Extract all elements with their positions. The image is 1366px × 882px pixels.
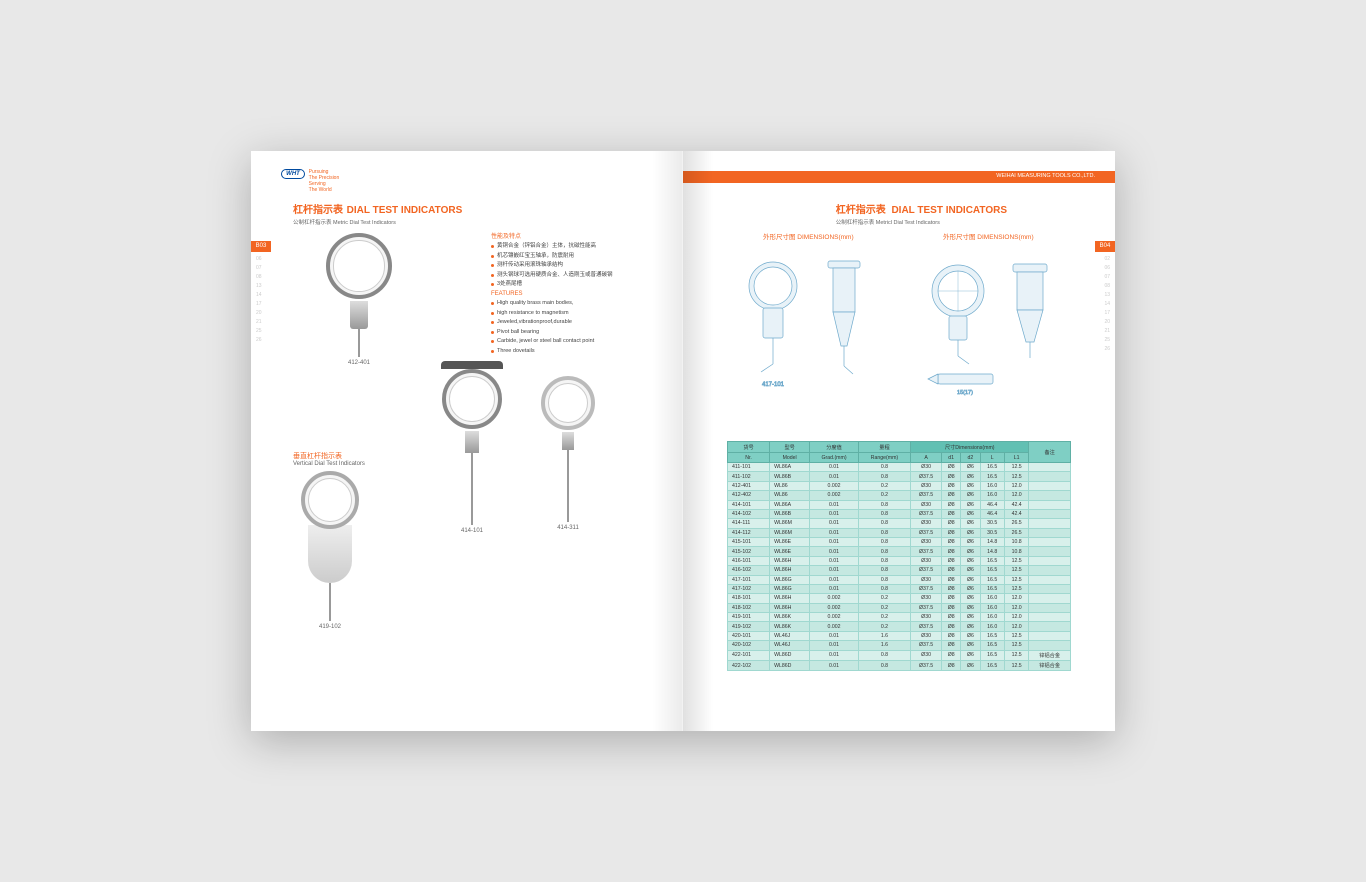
product-419-102: 419-102 (301, 471, 359, 630)
table-row: 414-101WL86A0.010.8Ø30Ø8Ø646.442.4 (728, 500, 1071, 509)
catalog-spread: WHT Pursuing The Precision Serving The W… (251, 151, 1115, 731)
table-row: 420-101WL46J0.011.6Ø30Ø8Ø616.512.5 (728, 631, 1071, 640)
table-row: 412-401WL860.0020.2Ø30Ø8Ø616.012.0 (728, 481, 1071, 490)
left-title: 杠杆指示表 DIAL TEST INDICATORS 公制杠杆指示表 Metri… (293, 201, 462, 226)
feature-item: 机芯镶嵌红宝玉轴承，防震耐用 (491, 253, 666, 260)
feature-item: Three dovetails (491, 348, 666, 355)
title-en: DIAL TEST INDICATORS (347, 205, 463, 216)
product-414-311: 414-311 (541, 376, 595, 531)
product-label: 414-311 (541, 525, 595, 531)
table-row: 422-101WL86D0.010.8Ø30Ø8Ø616.512.5锌铝合金 (728, 650, 1071, 660)
right-title: 杠杆指示表 DIAL TEST INDICATORS 公制杠杆指示表 Metri… (836, 201, 1007, 226)
table-body: 411-101WL86A0.010.8Ø30Ø8Ø616.512.5411-10… (728, 463, 1071, 671)
dim-title-1: 外形尺寸图 DIMENSIONS(mm) (763, 231, 854, 241)
product-label: 414-101 (441, 528, 503, 534)
table-row: 420-102WL46J0.011.6Ø37.5Ø8Ø616.512.5 (728, 641, 1071, 650)
table-row: 418-102WL86H0.0020.2Ø37.5Ø8Ø616.012.0 (728, 603, 1071, 612)
table-row: 419-102WL86K0.0020.2Ø37.5Ø8Ø616.012.0 (728, 622, 1071, 631)
product-412-401: 412-401 (309, 233, 409, 366)
table-row: 414-102WL86B0.010.8Ø37.5Ø8Ø646.442.4 (728, 509, 1071, 518)
table-row: 411-101WL86A0.010.8Ø30Ø8Ø616.512.5 (728, 463, 1071, 472)
right-tab: B04 (1095, 241, 1115, 252)
table-row: 415-102WL86E0.010.8Ø37.5Ø8Ø614.810.8 (728, 547, 1071, 556)
features-cn-title: 性能及特点 (491, 231, 666, 240)
feature-item: high resistance to magnetism (491, 310, 666, 317)
features: 性能及特点 黄铜合金（锌铝合金）主体，抗磁性能高机芯镶嵌红宝玉轴承，防震耐用测杆… (491, 231, 666, 357)
feature-item: Jeweled,vibrationproof,durable (491, 319, 666, 326)
svg-text:15(17): 15(17) (957, 390, 973, 396)
dim-title-2: 外形尺寸图 DIMENSIONS(mm) (943, 231, 1034, 241)
table-row: 414-112WL86M0.010.8Ø37.5Ø8Ø630.526.5 (728, 528, 1071, 537)
feature-item: Pivot ball bearing (491, 329, 666, 336)
logo-slogan: Pursuing The Precision Serving The World (309, 169, 340, 193)
left-edge-nums: 06070813141720212526 (256, 255, 262, 345)
feature-item: High quality brass main bodies, (491, 300, 666, 307)
schematic-right: 15(17) (913, 246, 1083, 396)
right-edge-nums: 0206070813141720212526 (1104, 255, 1110, 354)
product-414-101: 414-101 (441, 361, 503, 534)
table-row: 411-102WL86B0.010.8Ø37.5Ø8Ø616.512.5 (728, 472, 1071, 481)
schematic-left: 417-101 (733, 246, 893, 391)
product-label: 419-102 (301, 624, 359, 630)
company-name: WEIHAI MEASURING TOOLS CO.,LTD. (996, 173, 1095, 179)
table-row: 416-101WL86H0.010.8Ø30Ø8Ø616.512.5 (728, 556, 1071, 565)
spec-table: 货号 型号 分度值 量程 尺寸Dimensions(mm) 备注 Nr. Mod… (727, 441, 1071, 671)
table-row: 417-102WL86G0.010.8Ø37.5Ø8Ø616.512.5 (728, 584, 1071, 593)
table-row: 416-102WL86H0.010.8Ø37.5Ø8Ø616.512.5 (728, 566, 1071, 575)
brand-logo: WHT Pursuing The Precision Serving The W… (281, 169, 339, 193)
title-sub: 公制杠杆指示表 Metric Dial Test Indicators (293, 218, 462, 226)
feature-item: 测头钢球可选用硬质合金、人造刚玉或普通碳钢 (491, 272, 666, 279)
vertical-title: 垂直杠杆指示表 Vertical Dial Test Indicators (293, 451, 365, 467)
feature-item: 黄铜合金（锌铝合金）主体，抗磁性能高 (491, 243, 666, 250)
logo-mark: WHT (281, 169, 305, 179)
table-row: 412-402WL860.0020.2Ø37.5Ø8Ø616.012.0 (728, 491, 1071, 500)
svg-text:417-101: 417-101 (762, 382, 785, 388)
table-row: 418-101WL86H0.0020.2Ø30Ø8Ø616.012.0 (728, 594, 1071, 603)
table-row: 415-101WL86E0.010.8Ø30Ø8Ø614.810.8 (728, 538, 1071, 547)
feature-item: Carbide, jewel or steel ball contact poi… (491, 338, 666, 345)
right-page: WEIHAI MEASURING TOOLS CO.,LTD. 杠杆指示表 DI… (683, 151, 1115, 731)
product-label: 412-401 (309, 360, 409, 366)
feature-item: 测杆传动采用滚珠轴承结构 (491, 262, 666, 269)
left-page: WHT Pursuing The Precision Serving The W… (251, 151, 683, 731)
features-en-title: FEATURES (491, 291, 666, 297)
left-tab: B03 (251, 241, 271, 252)
table-head: 货号 型号 分度值 量程 尺寸Dimensions(mm) 备注 Nr. Mod… (728, 442, 1071, 463)
feature-item: 3处燕尾槽 (491, 281, 666, 288)
table-row: 414-111WL86M0.010.8Ø30Ø8Ø630.526.5 (728, 519, 1071, 528)
table-row: 419-101WL86K0.0020.2Ø30Ø8Ø616.012.0 (728, 613, 1071, 622)
table-row: 422-102WL86D0.010.8Ø37.5Ø8Ø616.512.5锌铝合金 (728, 660, 1071, 670)
table-row: 417-101WL86G0.010.8Ø30Ø8Ø616.512.5 (728, 575, 1071, 584)
title-cn: 杠杆指示表 (293, 205, 343, 216)
